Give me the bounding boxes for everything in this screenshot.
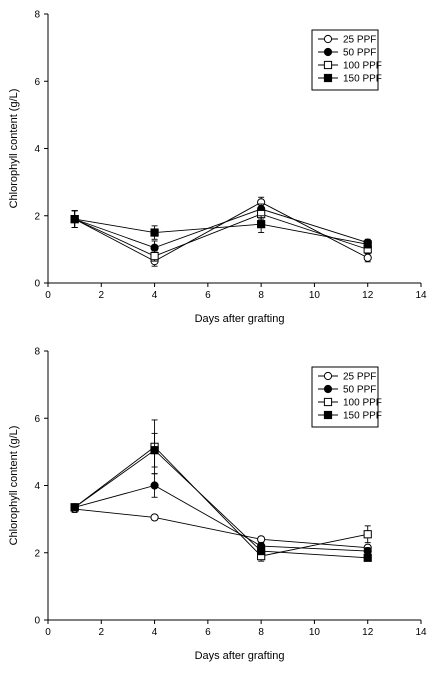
x-tick-label: 4 xyxy=(152,290,158,301)
data-point xyxy=(257,220,266,229)
series-100-ppf xyxy=(70,419,372,562)
x-axis-title: Days after grafting xyxy=(195,650,285,662)
x-tick-label: 14 xyxy=(415,290,427,301)
y-axis-title: Chlorophyll content (g/L) xyxy=(8,426,20,546)
data-point xyxy=(363,253,372,262)
series-150-ppf xyxy=(70,210,372,249)
data-point xyxy=(150,228,159,237)
y-tick-label: 6 xyxy=(34,77,40,88)
legend-box xyxy=(311,29,379,91)
x-tick-label: 10 xyxy=(309,290,321,301)
legend-label: 25 PPF xyxy=(343,372,376,383)
chart-bottom: 0 2 4 6 8 10 12 14 0 2 4 6 8 Days after grafting Chlor… xyxy=(8,347,427,663)
data-point xyxy=(363,240,372,249)
x-tick-label: 12 xyxy=(362,627,374,638)
chart-top: 0 2 4 6 8 10 12 14 0 2 4 6 8 Days after grafting Chlor… xyxy=(8,10,427,326)
legend-marker xyxy=(323,73,333,83)
x-tick-label: 12 xyxy=(362,290,374,301)
data-point xyxy=(70,215,79,224)
legend-marker xyxy=(323,34,333,44)
data-point xyxy=(150,446,159,455)
series-25-ppf xyxy=(70,196,372,267)
legend-label: 50 PPF xyxy=(343,385,376,396)
legend-marker xyxy=(323,371,333,381)
y-tick-label: 8 xyxy=(34,347,40,358)
x-tick-label: 14 xyxy=(415,627,427,638)
y-tick-label: 2 xyxy=(34,211,40,222)
series-line xyxy=(74,508,368,549)
legend-label: 100 PPF xyxy=(343,61,382,72)
data-point xyxy=(150,513,159,522)
data-point xyxy=(363,530,372,539)
x-tick-label: 4 xyxy=(152,627,158,638)
x-tick-label: 8 xyxy=(258,627,264,638)
data-point xyxy=(150,243,159,252)
data-point xyxy=(70,503,79,512)
y-tick-label: 4 xyxy=(34,144,40,155)
series-line xyxy=(74,201,368,262)
x-tick-label: 0 xyxy=(45,290,51,301)
series-line xyxy=(74,213,368,257)
x-tick-label: 6 xyxy=(205,290,211,301)
data-point xyxy=(363,553,372,562)
series-50-ppf xyxy=(70,203,372,255)
legend-label: 150 PPF xyxy=(343,74,382,85)
legend-label: 100 PPF xyxy=(343,398,382,409)
legend-marker xyxy=(323,60,333,70)
legend-label: 50 PPF xyxy=(343,48,376,59)
legend: 25 PPF 50 PPF 100 PPF 150 PPF xyxy=(311,29,382,91)
x-tick-label: 2 xyxy=(99,290,105,301)
legend-label: 150 PPF xyxy=(343,411,382,422)
data-point xyxy=(150,252,159,261)
data-point xyxy=(257,546,266,556)
x-tick-label: 8 xyxy=(258,290,264,301)
y-axis-title: Chlorophyll content (g/L) xyxy=(8,89,20,209)
y-tick-label: 0 xyxy=(34,616,40,627)
legend-marker xyxy=(323,47,333,57)
series-25-ppf xyxy=(70,504,372,552)
y-tick-label: 6 xyxy=(34,414,40,425)
data-point xyxy=(257,535,266,544)
legend-marker xyxy=(323,384,333,394)
y-tick-label: 8 xyxy=(34,10,40,21)
x-axis-title: Days after grafting xyxy=(195,313,285,325)
data-point xyxy=(150,481,159,490)
y-tick-label: 2 xyxy=(34,548,40,559)
series-line xyxy=(74,446,368,557)
y-tick-label: 0 xyxy=(34,279,40,290)
series-line xyxy=(74,449,368,559)
y-tick-label: 4 xyxy=(34,481,40,492)
legend: 25 PPF 50 PPF 100 PPF 150 PPF xyxy=(311,366,382,428)
series-line xyxy=(74,485,368,552)
legend-marker xyxy=(323,410,333,420)
legend-label: 25 PPF xyxy=(343,35,376,46)
series-line xyxy=(74,218,368,245)
x-tick-label: 0 xyxy=(45,627,51,638)
series-150-ppf xyxy=(70,432,372,562)
x-tick-label: 10 xyxy=(309,627,321,638)
series-100-ppf xyxy=(70,208,372,262)
x-tick-label: 6 xyxy=(205,627,211,638)
x-tick-label: 2 xyxy=(99,627,105,638)
legend-marker xyxy=(323,397,333,407)
legend-box xyxy=(311,366,379,428)
data-point xyxy=(363,546,372,556)
